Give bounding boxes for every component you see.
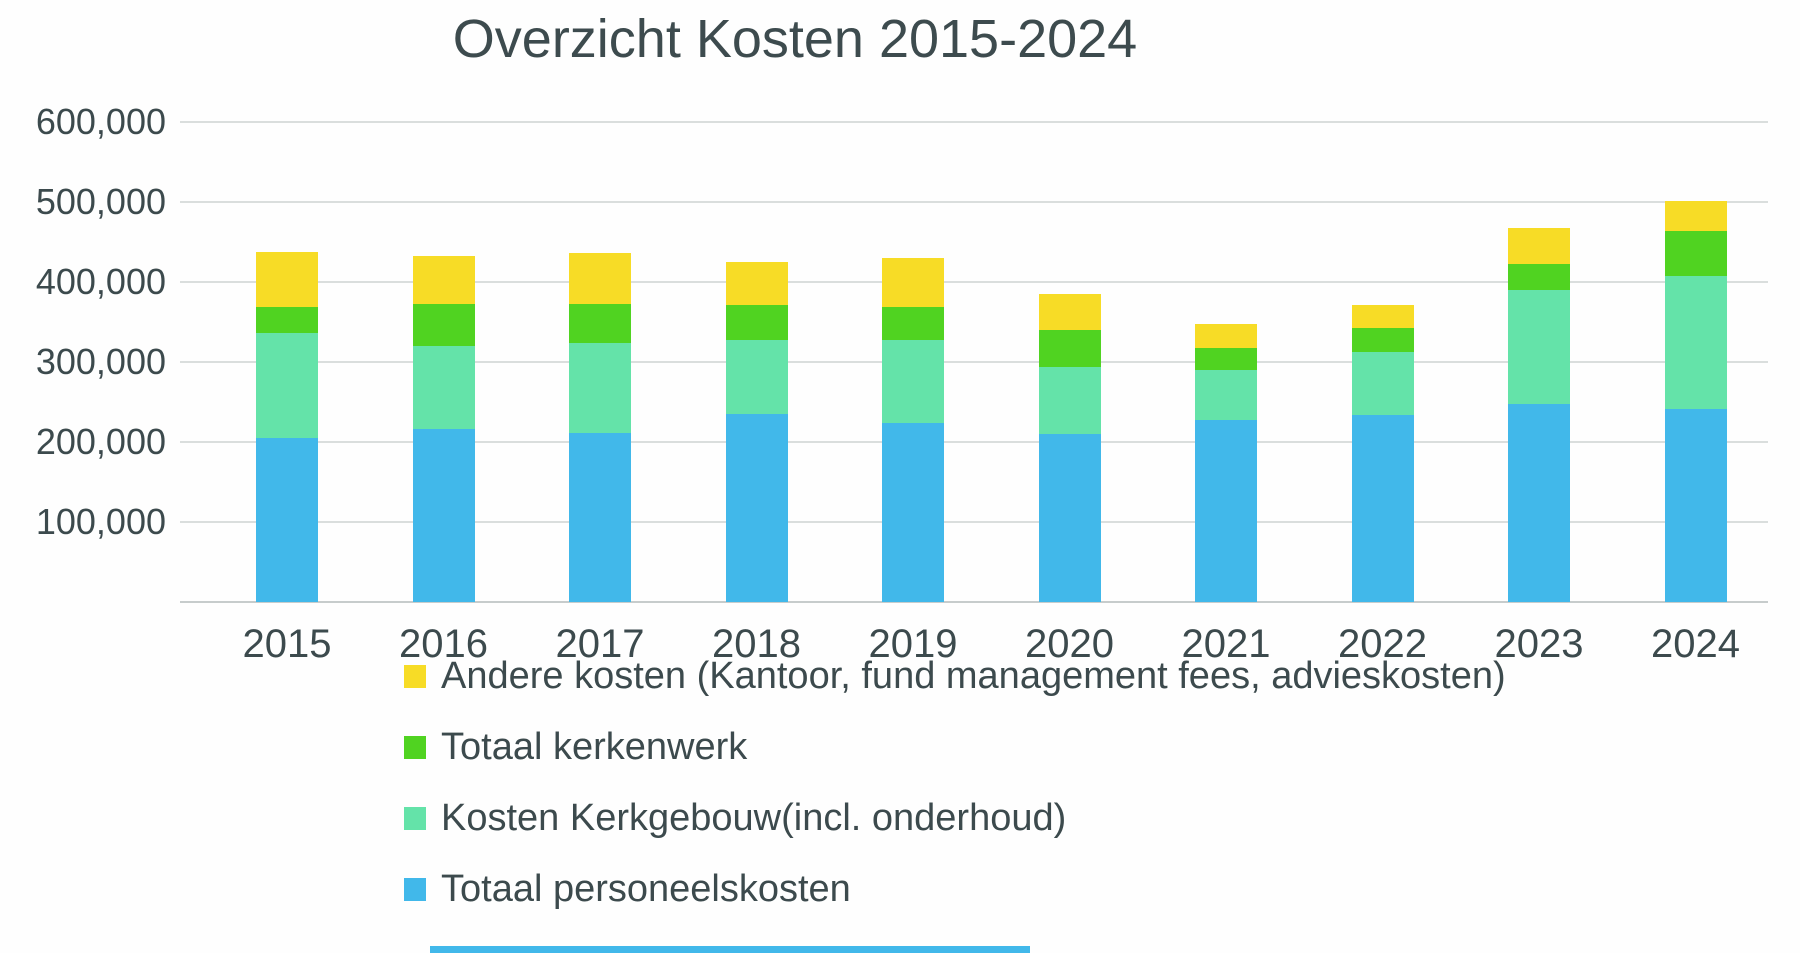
bar-segment — [725, 305, 788, 340]
bar-segment — [1351, 414, 1414, 602]
legend-label: Totaal personeelskosten — [441, 867, 851, 910]
bar-segment — [1195, 348, 1257, 370]
y-axis-tick-label: 200,000 — [35, 421, 166, 462]
legend-swatch-icon — [404, 735, 426, 759]
gridline — [180, 521, 1768, 523]
bar-segment — [1038, 294, 1101, 331]
bar-segment — [1038, 330, 1101, 367]
gridline — [180, 121, 1768, 123]
bar-segment — [1038, 434, 1101, 602]
legend-swatch-icon — [404, 877, 426, 901]
stacked-bar-2017 — [569, 253, 631, 602]
bar-segment — [1195, 419, 1257, 602]
legend-item: Andere kosten (Kantoor, fund management … — [404, 654, 1506, 698]
bar-segment — [1195, 323, 1257, 349]
bar-segment — [256, 252, 318, 307]
bar-segment — [1664, 276, 1727, 410]
bar-segment — [256, 333, 318, 438]
x-axis-tick-label: 2020 — [1025, 622, 1114, 666]
gridline — [180, 281, 1768, 283]
legend-swatch-icon — [404, 806, 426, 830]
gridline — [180, 201, 1768, 203]
stacked-bar-2015 — [256, 252, 318, 602]
legend-item: Totaal kerkenwerk — [404, 725, 1506, 769]
x-axis-tick-label: 2018 — [712, 622, 801, 666]
x-axis-tick-label: 2019 — [868, 622, 958, 666]
bar-segment — [412, 346, 475, 430]
bar-segment — [1508, 264, 1570, 290]
bar-segment — [569, 303, 631, 343]
bar-segment — [1351, 327, 1414, 352]
legend-label: Andere kosten (Kantoor, fund management … — [441, 654, 1506, 697]
bar-segment — [1664, 201, 1727, 231]
bar-segment — [882, 258, 944, 307]
gridline — [180, 441, 1768, 443]
legend-item: Kosten Kerkgebouw(incl. onderhoud) — [404, 796, 1506, 840]
x-axis-tick-label: 2023 — [1494, 622, 1584, 666]
x-axis-tick-label: 2016 — [399, 622, 488, 666]
chart-legend: Andere kosten (Kantoor, fund management … — [404, 654, 1506, 938]
legend-item: Totaal personeelskosten — [404, 867, 1506, 911]
stacked-bar-2016 — [412, 255, 475, 602]
bar-segment — [1195, 370, 1257, 420]
stacked-bar-2020 — [1038, 294, 1101, 602]
bar-segment — [412, 255, 475, 305]
x-axis-tick-label: 2024 — [1651, 622, 1740, 666]
x-axis-tick-label: 2022 — [1338, 622, 1427, 666]
bar-segment — [1508, 227, 1570, 265]
y-axis-tick-label: 400,000 — [35, 261, 166, 302]
legend-label: Kosten Kerkgebouw(incl. onderhoud) — [441, 796, 1067, 839]
stacked-bar-2022 — [1351, 305, 1414, 602]
legend-label: Totaal kerkenwerk — [441, 725, 748, 768]
bar-segment — [256, 306, 318, 334]
x-axis-tick-label: 2017 — [555, 622, 645, 666]
stacked-bar-2023 — [1508, 227, 1570, 602]
y-axis-tick-label: 600,000 — [35, 101, 166, 142]
bar-segment — [1508, 403, 1570, 602]
bar-segment — [412, 429, 475, 602]
bar-segment — [569, 433, 631, 602]
y-axis-tick-label: 100,000 — [35, 501, 166, 542]
stacked-bar-2021 — [1195, 323, 1257, 602]
bar-segment — [1508, 290, 1570, 404]
bar-segment — [569, 253, 631, 304]
x-axis-tick-label: 2021 — [1181, 622, 1271, 666]
bar-segment — [882, 306, 944, 340]
bar-segment — [412, 304, 475, 346]
stacked-bar-2019 — [882, 258, 944, 602]
legend-swatch-icon — [404, 664, 426, 688]
y-axis-tick-label: 500,000 — [35, 181, 166, 222]
x-axis-tick-label: 2015 — [242, 622, 332, 666]
bar-segment — [1351, 305, 1414, 328]
bar-segment — [1664, 409, 1727, 602]
bar-segment — [1038, 366, 1101, 434]
y-axis-tick-label: 300,000 — [35, 341, 166, 382]
bottom-accent-bar — [430, 946, 1030, 953]
gridline — [180, 361, 1768, 363]
bar-segment — [725, 262, 788, 306]
bar-segment — [1351, 351, 1414, 415]
x-axis-line — [180, 601, 1768, 603]
bar-segment — [725, 414, 788, 602]
stacked-bar-2024 — [1664, 201, 1727, 602]
chart-title: Overzicht Kosten 2015-2024 — [452, 9, 1138, 69]
bar-segment — [256, 437, 318, 602]
bar-segment — [882, 339, 944, 423]
bar-segment — [725, 339, 788, 414]
bar-segment — [569, 342, 631, 434]
bar-segment — [882, 422, 944, 602]
stacked-bar-2018 — [725, 262, 788, 602]
bar-segment — [1664, 230, 1727, 277]
